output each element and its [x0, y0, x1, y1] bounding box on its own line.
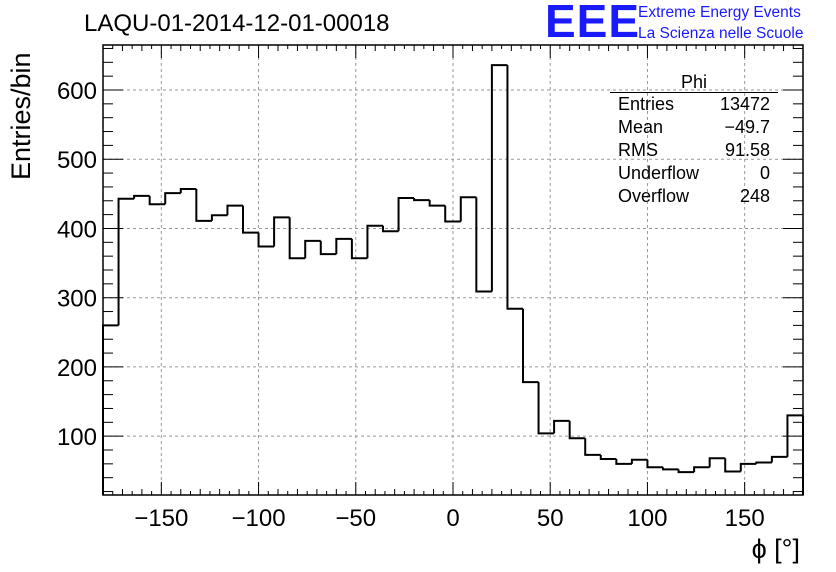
run-title: LAQU-01-2014-12-01-00018 — [84, 10, 390, 37]
x-tick-label: 0 — [446, 505, 459, 532]
histogram-bin — [506, 65, 523, 310]
histogram-bin — [755, 461, 772, 464]
histogram-bin — [148, 195, 166, 206]
logo-caption-line-2: La Scienza nelle Scuole — [638, 25, 804, 42]
histogram-bin — [646, 459, 663, 469]
histogram-bin — [195, 189, 212, 222]
x-tick-label: −50 — [335, 505, 376, 532]
histogram-bin — [630, 458, 648, 464]
histogram-bin — [210, 214, 228, 221]
histogram-bin — [615, 459, 632, 465]
histogram-bin — [304, 239, 321, 259]
histogram-bin — [708, 457, 726, 468]
histogram-bin — [724, 458, 741, 473]
x-tick-label: 100 — [627, 505, 667, 532]
histogram-bin — [584, 438, 601, 456]
histogram-bin — [288, 217, 306, 260]
histogram-bin — [273, 216, 290, 247]
histogram-bin — [537, 382, 555, 435]
histogram-bin — [662, 467, 679, 471]
histogram-bin — [677, 469, 695, 474]
histogram-bin — [693, 466, 710, 473]
stats-value: −49.7 — [724, 117, 770, 137]
x-tick-label: 50 — [537, 505, 564, 532]
histogram-bin — [459, 196, 477, 222]
histogram-bin — [397, 197, 415, 232]
stats-row-mean: Mean −49.7 — [610, 116, 778, 139]
stats-row-overflow: Overflow 248 — [610, 185, 778, 208]
y-tick-label: 500 — [57, 147, 97, 174]
logo-caption-line-1: Extreme Energy Events — [638, 4, 801, 21]
histogram-bin — [770, 455, 788, 463]
stats-title: Phi — [610, 72, 778, 93]
y-tick-label: 200 — [57, 355, 97, 382]
axis-ticks — [103, 45, 803, 495]
histogram-bin — [599, 454, 617, 460]
stats-box: Phi Entries 13472 Mean −49.7 RMS 91.58 U… — [610, 72, 778, 208]
stats-label: Underflow — [618, 163, 700, 183]
stats-value: 13472 — [719, 94, 770, 114]
y-tick-label: 300 — [57, 286, 97, 313]
histogram-bin — [164, 192, 181, 205]
stats-label: Overflow — [618, 186, 690, 206]
stats-value: 91.58 — [724, 140, 770, 160]
x-tick-label: −100 — [232, 505, 286, 532]
stats-row-rms: RMS 91.58 — [610, 139, 778, 162]
histogram-bin — [490, 64, 508, 292]
stats-row-underflow: Underflow 0 — [610, 162, 778, 185]
x-axis-label: ϕ [°] — [751, 534, 800, 564]
y-axis-label: Entries/bin — [6, 52, 36, 180]
histogram-bin — [179, 188, 197, 194]
stats-label: Mean — [618, 117, 664, 137]
eee-logo: EEE — [545, 0, 641, 47]
grid-lines — [103, 45, 803, 495]
histogram-bin — [739, 462, 757, 472]
histogram-bin — [786, 414, 803, 457]
histogram-bin — [335, 237, 352, 255]
histogram-bin — [522, 308, 539, 384]
stats-value: 248 — [739, 186, 770, 206]
tick-labels: −150 −100 −50 0 50 100 150 100 200 300 400 500 600 — [57, 78, 765, 532]
stats-label: Entries — [618, 94, 675, 114]
y-tick-label: 600 — [57, 78, 97, 105]
stats-value: 0 — [759, 163, 770, 183]
x-tick-label: −150 — [134, 505, 188, 532]
histogram-bin — [553, 419, 570, 434]
histogram-bin — [428, 200, 446, 207]
histogram-bin — [133, 194, 150, 199]
stats-label: RMS — [618, 140, 658, 160]
histogram-bin — [319, 240, 337, 256]
histogram-bin — [117, 197, 135, 326]
histogram-bin — [444, 205, 461, 223]
histogram-bin — [568, 420, 586, 440]
stats-row-entries: Entries 13472 — [610, 93, 778, 116]
histogram-bin — [475, 197, 492, 293]
histogram-bin — [366, 224, 383, 259]
histogram-bin — [413, 198, 430, 202]
histogram-bin — [350, 238, 368, 260]
histogram-bin — [382, 225, 399, 233]
y-tick-label: 400 — [57, 216, 97, 243]
y-tick-label: 100 — [57, 424, 97, 451]
histogram-bin — [102, 324, 119, 495]
histogram-bin — [257, 232, 275, 248]
histogram-bin — [226, 204, 243, 216]
x-tick-label: 150 — [725, 505, 765, 532]
histogram-bin — [242, 205, 259, 234]
